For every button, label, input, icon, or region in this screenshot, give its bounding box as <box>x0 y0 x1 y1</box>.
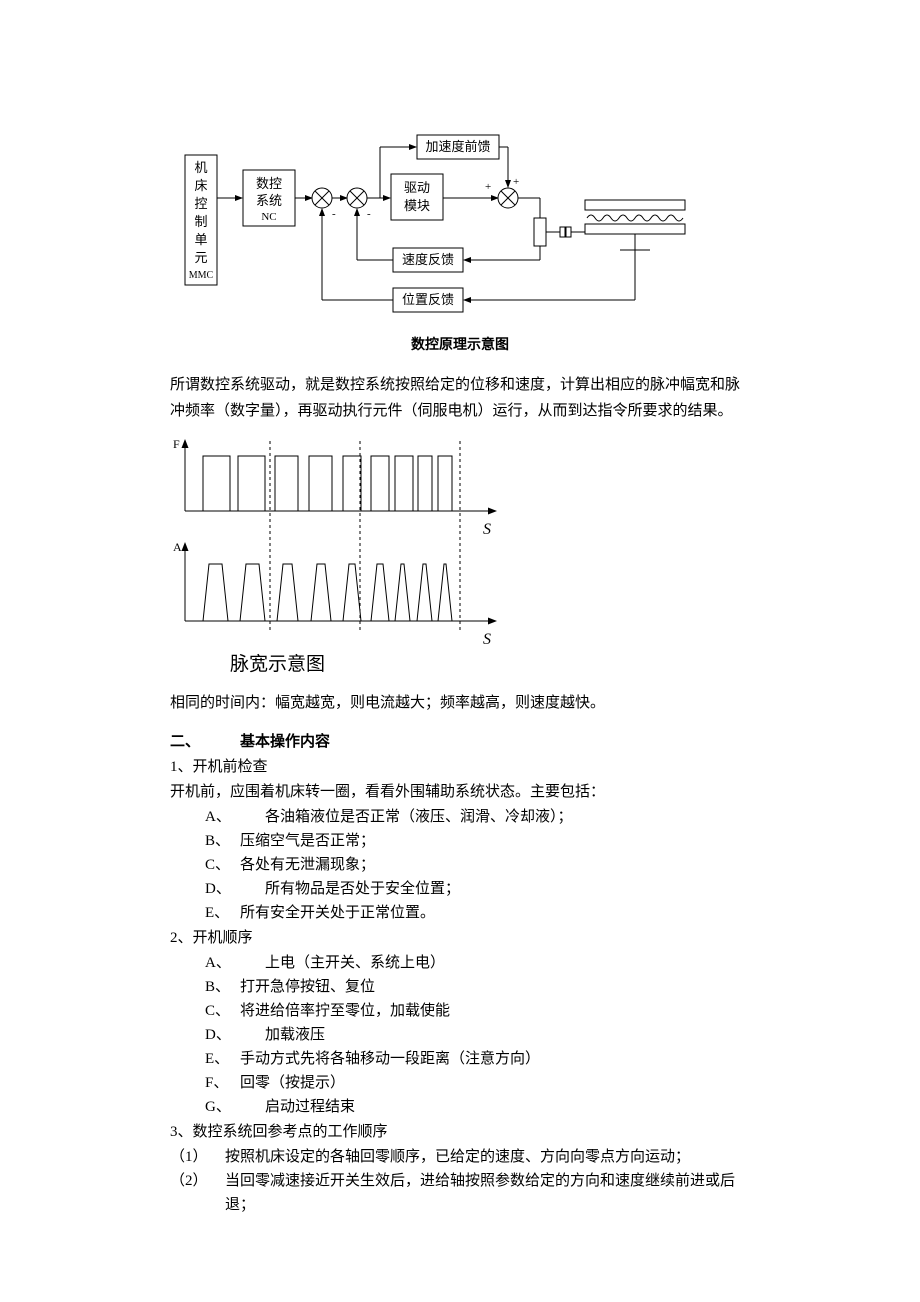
svg-text:A: A <box>173 540 182 554</box>
svg-text:加速度前馈: 加速度前馈 <box>425 139 490 154</box>
svg-text:机: 机 <box>194 160 207 175</box>
svg-text:MMC: MMC <box>189 270 214 281</box>
block-diagram-caption: 数控原理示意图 <box>170 333 750 355</box>
sub-list-item: E、手动方式先将各轴移动一段距离（注意方向） <box>205 1047 750 1071</box>
sub-text: 所有物品是否处于安全位置； <box>265 881 460 897</box>
sub-letter: A、 <box>205 805 265 829</box>
svg-text:床: 床 <box>194 178 207 193</box>
sub-letter: C、 <box>205 853 240 877</box>
list-item-heading: 1、开机前检查 <box>170 755 750 779</box>
section-2-index: 二、 <box>170 730 240 754</box>
sub-list-item: D、加载液压 <box>205 1023 750 1047</box>
block-diagram-svg: 机 床 控 制 单 元 MMC 数控 系统 NC - - 驱动 模块 <box>180 130 720 325</box>
svg-text:系统: 系统 <box>256 193 282 208</box>
svg-text:模块: 模块 <box>404 198 430 213</box>
sub-text: 压缩空气是否正常； <box>240 833 375 849</box>
sub-letter: E、 <box>205 1047 240 1071</box>
pulse-diagram: F S A S <box>170 436 750 646</box>
svg-text:数控: 数控 <box>256 176 282 191</box>
sub-letter: B、 <box>205 829 240 853</box>
svg-text:驱动: 驱动 <box>404 180 430 195</box>
svg-text:+: + <box>513 176 519 188</box>
section-2-body: 1、开机前检查开机前，应围着机床转一圈，看看外围辅助系统状态。主要包括：A、各油… <box>170 755 750 1217</box>
pulse-diagram-svg: F S A S <box>170 436 530 646</box>
svg-text:控: 控 <box>194 196 207 211</box>
sub-list-item: A、各油箱液位是否正常（液压、润滑、冷却液）； <box>205 805 750 829</box>
pulse-diagram-caption: 脉宽示意图 <box>230 650 750 680</box>
svg-text:S: S <box>483 631 491 646</box>
sub-text: 将进给倍率拧至零位，加载使能 <box>240 1003 450 1019</box>
sub-text: 所有安全开关处于正常位置。 <box>240 905 435 921</box>
sub-text: 回零（按提示） <box>240 1075 345 1091</box>
list-item-heading: 2、开机顺序 <box>170 926 750 950</box>
sub-text: 手动方式先将各轴移动一段距离（注意方向） <box>240 1051 540 1067</box>
sub-letter: C、 <box>205 999 240 1023</box>
svg-text:位置反馈: 位置反馈 <box>402 292 454 307</box>
paren-list-item: （2）当回零减速接近开关生效后，进给轴按照参数给定的方向和速度继续前进或后退； <box>170 1169 750 1217</box>
svg-text:元: 元 <box>194 250 207 265</box>
svg-text:速度反馈: 速度反馈 <box>402 252 454 267</box>
sub-text: 加载液压 <box>265 1027 325 1043</box>
svg-text:单: 单 <box>194 232 207 247</box>
sub-list-item: E、所有安全开关处于正常位置。 <box>205 901 750 925</box>
sub-letter: B、 <box>205 975 240 999</box>
svg-text:制: 制 <box>194 214 207 229</box>
section-2-title: 基本操作内容 <box>240 733 330 750</box>
sub-list-item: B、压缩空气是否正常； <box>205 829 750 853</box>
list-item-intro: 开机前，应围着机床转一圈，看看外围辅助系统状态。主要包括： <box>170 780 750 804</box>
sub-list-item: B、打开急停按钮、复位 <box>205 975 750 999</box>
block-diagram: 机 床 控 制 单 元 MMC 数控 系统 NC - - 驱动 模块 <box>180 130 750 325</box>
paragraph-1: 所谓数控系统驱动，就是数控系统按照给定的位移和速度，计算出相应的脉冲幅宽和脉冲频… <box>170 373 750 424</box>
sub-letter: E、 <box>205 901 240 925</box>
sub-text: 各油箱液位是否正常（液压、润滑、冷却液）； <box>265 809 573 825</box>
sub-letter: D、 <box>205 877 265 901</box>
paren-index: （2） <box>170 1169 225 1217</box>
sub-letter: G、 <box>205 1095 265 1119</box>
section-2-heading: 二、基本操作内容 <box>170 730 750 754</box>
paren-index: （1） <box>170 1145 225 1169</box>
svg-text:-: - <box>367 208 371 220</box>
sub-list-item: C、各处有无泄漏现象； <box>205 853 750 877</box>
svg-text:-: - <box>332 208 336 220</box>
paren-text: 按照机床设定的各轴回零顺序，已给定的速度、方向向零点方向运动； <box>225 1145 750 1169</box>
sub-letter: A、 <box>205 951 265 975</box>
list-item-heading: 3、数控系统回参考点的工作顺序 <box>170 1120 750 1144</box>
sub-text: 启动过程结束 <box>265 1099 355 1115</box>
sub-list-item: A、上电（主开关、系统上电） <box>205 951 750 975</box>
svg-text:+: + <box>485 181 491 193</box>
svg-text:S: S <box>483 521 491 538</box>
sub-text: 打开急停按钮、复位 <box>240 979 375 995</box>
paragraph-2: 相同的时间内：幅宽越宽，则电流越大；频率越高，则速度越快。 <box>170 691 750 717</box>
sub-text: 上电（主开关、系统上电） <box>265 955 445 971</box>
sub-list-item: C、将进给倍率拧至零位，加载使能 <box>205 999 750 1023</box>
sub-list-item: F、回零（按提示） <box>205 1071 750 1095</box>
paren-list-item: （1）按照机床设定的各轴回零顺序，已给定的速度、方向向零点方向运动； <box>170 1145 750 1169</box>
sub-letter: D、 <box>205 1023 265 1047</box>
svg-text:F: F <box>173 437 180 451</box>
svg-text:NC: NC <box>261 211 276 223</box>
sub-list-item: G、启动过程结束 <box>205 1095 750 1119</box>
sub-list-item: D、所有物品是否处于安全位置； <box>205 877 750 901</box>
paren-text: 当回零减速接近开关生效后，进给轴按照参数给定的方向和速度继续前进或后退； <box>225 1169 750 1217</box>
sub-text: 各处有无泄漏现象； <box>240 857 375 873</box>
sub-letter: F、 <box>205 1071 240 1095</box>
